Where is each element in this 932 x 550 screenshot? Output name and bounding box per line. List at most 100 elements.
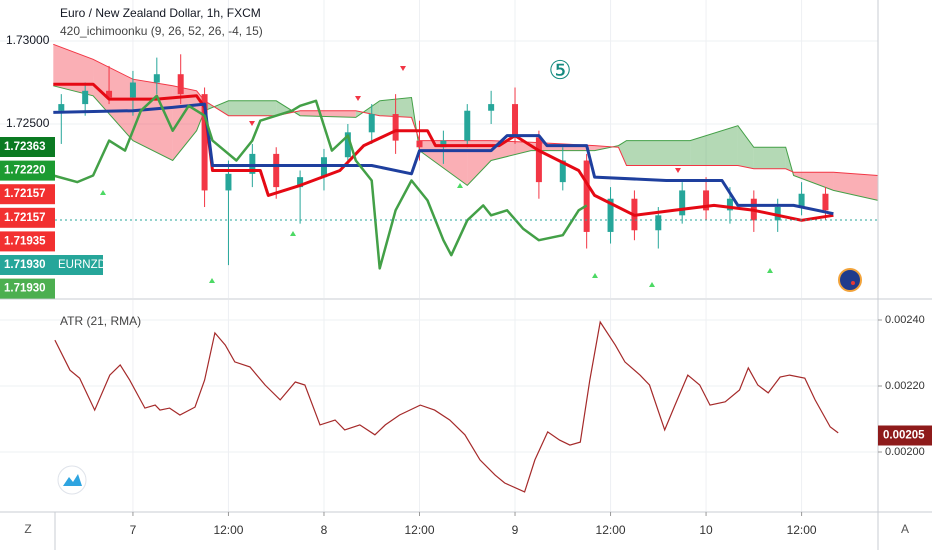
- price-badge-label: 1.72363: [4, 141, 46, 153]
- candle-body: [488, 104, 495, 111]
- corner-button[interactable]: A: [901, 522, 909, 536]
- sell-marker: [675, 168, 681, 173]
- indicator-line: [52, 94, 588, 270]
- buy-marker: [209, 278, 215, 283]
- indicator-line: [53, 82, 834, 222]
- candle-body: [320, 157, 327, 178]
- candle-body: [177, 74, 184, 95]
- candle-body: [153, 74, 160, 83]
- candle-body: [297, 177, 304, 188]
- x-tick-label: 7: [130, 523, 137, 537]
- sell-marker: [249, 121, 255, 126]
- candle-body: [392, 114, 399, 141]
- candle-body: [273, 153, 280, 188]
- candle-body: [440, 140, 447, 148]
- logo-mark: [63, 474, 82, 486]
- cloud-segment: [833, 172, 878, 201]
- candle-body: [798, 193, 805, 208]
- candle-body: [559, 160, 566, 183]
- price-badge-label: 1.71935: [4, 235, 46, 247]
- price-badge: [0, 231, 55, 252]
- candle-body: [201, 94, 208, 191]
- price-badge: [0, 184, 55, 205]
- price-badge-label: 1.71930: [4, 283, 46, 295]
- flag-icon: [838, 268, 862, 292]
- candle-body: [249, 153, 256, 174]
- atr-grid: [0, 300, 878, 512]
- price-badge-label: 1.72157: [4, 188, 46, 200]
- chart-title: Euro / New Zealand Dollar, 1h, FXCM: [60, 6, 261, 20]
- price-badge: [0, 137, 55, 157]
- indicator-lines: [52, 82, 834, 270]
- sell-marker: [355, 96, 361, 101]
- candle-body: [464, 110, 471, 141]
- x-tick-label: 8: [321, 523, 328, 537]
- flag-circle: [838, 268, 862, 292]
- cloud-segment: [228, 100, 277, 116]
- y-tick-label: 0.00240: [885, 314, 925, 326]
- last-value-label: 0.00205: [883, 430, 925, 442]
- symbol-badge: [55, 255, 103, 275]
- atr-line: [54, 320, 839, 493]
- cloud-segment: [626, 140, 691, 166]
- x-tick-label: 12:00: [213, 523, 243, 537]
- cloud-segment: [618, 140, 627, 166]
- cloud-segment: [276, 100, 301, 116]
- sell-marker: [400, 66, 406, 71]
- candle-body: [416, 140, 423, 148]
- indicator-title: 420_ichimoonku (9, 26, 52, 26, -4, 15): [60, 24, 263, 38]
- candle-body: [368, 114, 375, 133]
- last-value-badge: [878, 425, 932, 446]
- indicator-line: [53, 102, 834, 216]
- candle-body: [344, 132, 351, 158]
- candle-body: [583, 160, 590, 232]
- candle-body: [129, 82, 136, 98]
- candle-body: [82, 90, 89, 105]
- y-tick-label: 1.72500: [6, 116, 50, 130]
- candle-body: [535, 137, 542, 183]
- cloud-segment: [793, 172, 834, 191]
- candle-body: [106, 90, 113, 98]
- price-badge: [0, 207, 55, 228]
- cloud-segment: [753, 147, 786, 169]
- buy-marker: [100, 190, 106, 195]
- tradingview-logo: [57, 465, 87, 495]
- y-tick-label: 0.00220: [885, 380, 925, 392]
- x-tick-label: 12:00: [596, 523, 626, 537]
- atr-title: ATR (21, RMA): [60, 314, 141, 328]
- x-tick-label: 9: [512, 523, 519, 537]
- candle-body: [822, 193, 829, 211]
- buy-marker: [592, 273, 598, 278]
- cloud-segment: [690, 125, 738, 166]
- x-tick-label: 12:00: [787, 523, 817, 537]
- candle-body: [225, 173, 232, 191]
- x-tick-label: 10: [699, 523, 713, 537]
- price-badge: [0, 160, 55, 181]
- flag-star: [851, 281, 855, 285]
- corner-button[interactable]: Z: [24, 522, 31, 536]
- price-badge-label: 1.72157: [4, 212, 46, 224]
- candle-body: [512, 104, 519, 138]
- cloud-segment: [737, 125, 754, 169]
- signal-markers: [100, 66, 773, 287]
- candle-body: [703, 190, 710, 211]
- price-badge: [0, 278, 55, 299]
- atr-panel: [54, 320, 839, 493]
- logo-circle: [57, 465, 87, 495]
- buy-marker: [649, 282, 655, 287]
- candle-body: [655, 215, 662, 231]
- cloud-segment: [467, 140, 492, 186]
- candle-body: [726, 198, 733, 211]
- symbol-label: EURNZD: [58, 259, 106, 271]
- price-badge-label: 1.72220: [4, 165, 46, 177]
- y-tick-label: 1.73000: [6, 33, 50, 47]
- buy-marker: [457, 183, 463, 188]
- y-tick-label: 0.00200: [885, 446, 925, 458]
- candle-body: [607, 198, 614, 232]
- annotation: ⑤: [548, 55, 571, 85]
- candle-body: [58, 104, 65, 111]
- span-a: [53, 85, 878, 201]
- buy-marker: [290, 231, 296, 236]
